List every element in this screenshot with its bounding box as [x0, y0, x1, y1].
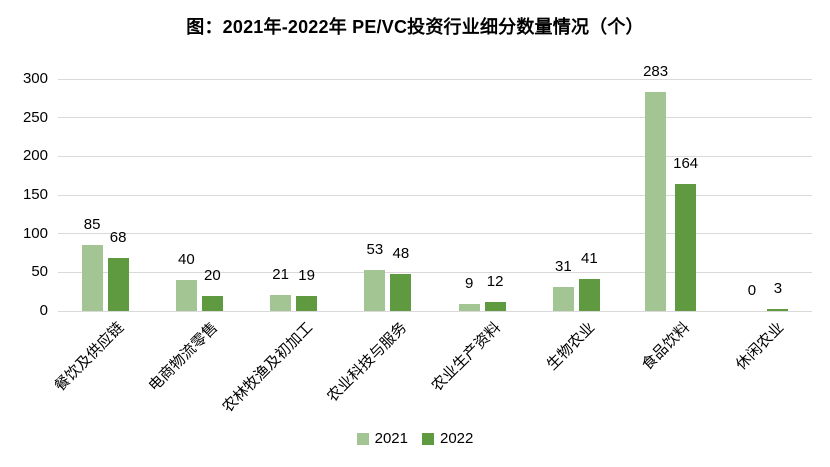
bar-column: 19 — [296, 267, 318, 311]
category-label: 农业生产资料 — [428, 319, 505, 395]
bar-value-label: 41 — [581, 250, 598, 268]
bar-column: 40 — [175, 251, 197, 311]
category-label: 休闲农业 — [732, 319, 788, 374]
ytick-label: 200 — [22, 147, 48, 165]
ytick-label: 100 — [22, 224, 48, 242]
bar-2022 — [484, 301, 506, 311]
bar-column: 283 — [643, 63, 668, 311]
ytick-label: 300 — [22, 70, 48, 87]
bar-group: 40 20 — [152, 79, 246, 311]
chart-title: 图：2021年-2022年 PE/VC投资行业细分数量情况（个） — [186, 17, 644, 37]
gridline — [58, 233, 812, 235]
bar-2021 — [175, 280, 197, 311]
gridline — [58, 310, 812, 312]
category-label: 生物农业 — [544, 319, 599, 374]
bar-value-label: 0 — [747, 282, 757, 299]
bar-value-label: 40 — [178, 251, 195, 269]
bar-value-label: 31 — [555, 258, 572, 276]
category-label: 电商物流零售 — [145, 319, 222, 395]
bar-column: 21 — [270, 265, 292, 311]
category-label: 农业科技与服务 — [323, 319, 411, 406]
ytick-label: 150 — [22, 186, 48, 203]
bar-column: 164 — [673, 155, 698, 311]
bar-2022 — [201, 295, 223, 311]
category-label: 餐饮及供应链 — [51, 319, 128, 395]
legend-item-2021: 2021 — [356, 430, 408, 447]
ytick-label: 0 — [39, 302, 48, 319]
bar-2021 — [645, 92, 667, 311]
bar-value-label: 48 — [392, 244, 410, 262]
bar-2022 — [107, 258, 129, 311]
gridline — [58, 194, 812, 196]
category-label: 农林牧渔及初加工 — [218, 319, 316, 417]
ytick-label: 250 — [22, 108, 48, 126]
gridline — [58, 78, 812, 80]
bar-value-label: 53 — [366, 241, 384, 259]
bar-2022 — [578, 279, 600, 311]
bar-value-label: 85 — [83, 216, 101, 234]
bar-group: 85 68 — [58, 79, 152, 311]
legend-swatch-icon — [422, 432, 434, 445]
bar-value-label: 21 — [272, 265, 289, 283]
legend-item-2022: 2022 — [422, 430, 473, 447]
bar-group: 283 164 — [624, 63, 718, 311]
bar-2022 — [296, 296, 318, 311]
bar-value-label: 164 — [673, 155, 699, 173]
bar-column: 31 — [552, 258, 574, 311]
bar-value-label: 12 — [486, 272, 504, 290]
bar-2021 — [270, 294, 292, 311]
plot-area: 85 68 40 20 21 19 53 48 9 12 31 41 283 164 0 3 — [58, 63, 812, 312]
bar-column: 0 — [741, 282, 762, 311]
bar-column: 48 — [390, 244, 412, 311]
bar-group: 31 41 — [529, 79, 623, 311]
legend-swatch-icon — [356, 432, 369, 445]
bar-2021 — [552, 287, 574, 311]
bar-value-label: 3 — [773, 279, 783, 297]
bar-2022 — [675, 184, 697, 311]
bar-group: 9 12 — [435, 79, 529, 311]
bar-column: 68 — [107, 229, 129, 311]
bar-value-label: 20 — [204, 266, 221, 284]
bar-column: 12 — [484, 272, 506, 311]
bar-column: 3 — [767, 279, 789, 311]
ytick-label: 50 — [31, 263, 48, 281]
gridline — [58, 155, 812, 157]
gridline — [58, 271, 812, 273]
legend-label: 2022 — [440, 430, 474, 447]
bar-value-label: 9 — [464, 275, 474, 293]
bar-column: 85 — [81, 216, 103, 311]
bar-column: 41 — [578, 250, 600, 311]
bar-2021 — [458, 304, 480, 311]
bar-column: 9 — [458, 275, 480, 311]
bar-value-label: 283 — [643, 63, 669, 81]
bar-2022 — [767, 308, 789, 311]
category-label: 食品饮料 — [638, 319, 693, 374]
bar-2021 — [81, 245, 103, 311]
legend-label: 2021 — [374, 430, 408, 447]
gridline — [58, 117, 812, 119]
bar-column: 20 — [201, 266, 223, 311]
bar-2021 — [364, 270, 386, 311]
bar-column: 53 — [364, 241, 386, 311]
bar-2022 — [390, 273, 412, 311]
bar-group: 53 48 — [341, 79, 435, 311]
bar-value-label: 19 — [298, 267, 315, 285]
legend: 2021 2022 — [0, 430, 830, 447]
bar-value-label: 68 — [109, 229, 127, 247]
bar-group: 21 19 — [247, 79, 341, 311]
